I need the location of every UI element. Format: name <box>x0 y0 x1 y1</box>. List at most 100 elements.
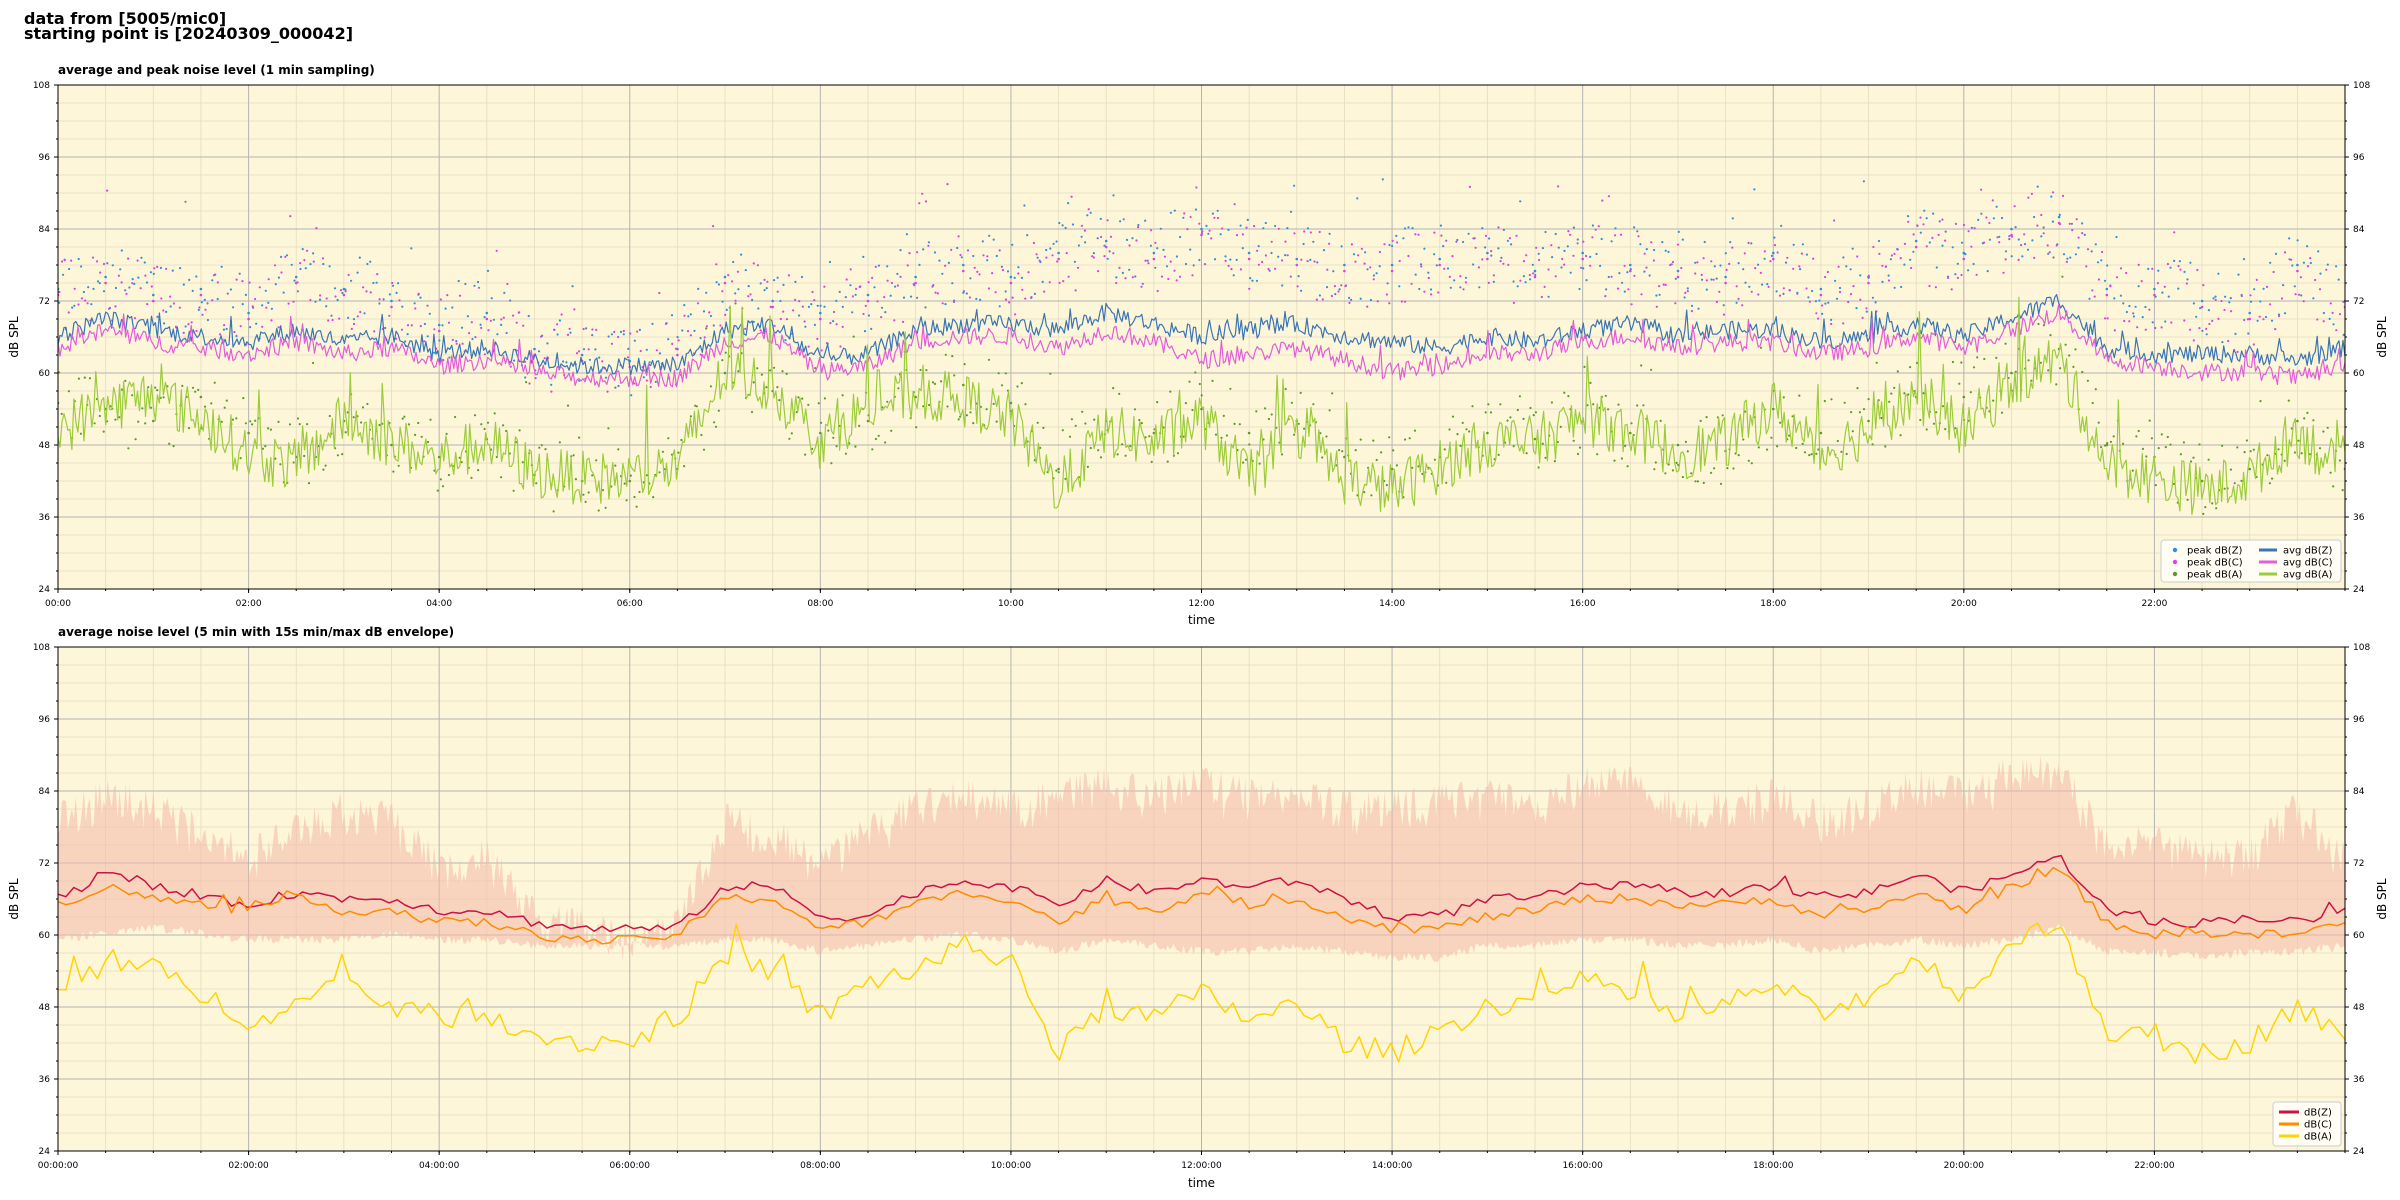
data-point <box>1534 411 1537 414</box>
data-point <box>1103 255 1106 258</box>
data-point <box>2061 275 2064 278</box>
data-point <box>734 299 737 302</box>
data-point <box>2137 285 2140 288</box>
data-point <box>841 394 844 397</box>
data-point <box>700 433 703 437</box>
data-point <box>1907 215 1910 218</box>
data-point <box>765 287 768 290</box>
legend-marker <box>2172 559 2178 565</box>
data-point <box>448 356 451 359</box>
data-point <box>1395 234 1398 237</box>
data-point <box>447 473 450 477</box>
data-point <box>2000 411 2004 414</box>
data-point <box>1502 262 1505 265</box>
data-point <box>963 363 966 366</box>
data-point <box>927 241 931 244</box>
data-point <box>73 304 76 307</box>
data-point <box>1650 241 1653 244</box>
data-point <box>1303 230 1306 233</box>
data-point <box>2031 239 2034 242</box>
data-point <box>723 275 727 279</box>
data-point <box>1391 244 1394 248</box>
data-point <box>1284 387 1287 391</box>
data-point <box>1481 258 1484 261</box>
data-point <box>1286 254 1289 257</box>
data-point <box>1782 287 1785 290</box>
data-point <box>1619 233 1623 236</box>
data-point <box>2229 468 2232 471</box>
y-tick-label: 108 <box>33 643 50 653</box>
data-point <box>2085 265 2088 268</box>
series-line <box>58 866 2345 945</box>
data-point <box>1497 226 1500 229</box>
data-point <box>1264 407 1267 410</box>
data-point <box>127 447 130 450</box>
data-point <box>423 322 426 326</box>
data-point <box>689 334 693 337</box>
data-point <box>2200 305 2204 309</box>
data-point <box>171 269 174 272</box>
data-point <box>1195 186 1198 189</box>
data-point <box>756 264 760 267</box>
data-point <box>1004 290 1007 293</box>
data-point <box>584 500 587 503</box>
data-point <box>968 296 972 299</box>
data-point <box>1616 287 1620 290</box>
data-point <box>1433 458 1436 461</box>
data-point <box>1648 274 1651 277</box>
data-point <box>397 282 400 285</box>
data-point <box>480 326 483 329</box>
data-point <box>206 318 209 322</box>
data-point <box>1468 430 1471 433</box>
data-point <box>1375 458 1378 462</box>
data-point <box>1038 259 1041 262</box>
data-point <box>1140 422 1143 425</box>
data-point <box>1128 244 1131 247</box>
data-point <box>582 493 585 496</box>
data-point <box>2000 216 2004 220</box>
data-point <box>1798 394 1801 397</box>
data-point <box>1020 276 1024 279</box>
data-point <box>1390 263 1394 267</box>
data-point <box>1962 223 1966 227</box>
data-point <box>1277 227 1280 230</box>
data-point <box>2259 300 2262 303</box>
data-point <box>1188 380 1191 383</box>
data-point <box>156 389 159 392</box>
data-point <box>341 291 344 295</box>
legend-label: avg dB(Z) <box>2283 546 2333 557</box>
data-point <box>1456 238 1459 242</box>
data-point <box>1731 246 1734 249</box>
data-point <box>247 431 250 435</box>
data-point <box>2338 459 2341 462</box>
data-point <box>717 409 720 412</box>
data-point <box>1281 284 1284 287</box>
data-point <box>342 293 346 297</box>
y-tick-label-right: 24 <box>2353 585 2365 595</box>
data-point <box>1675 461 1678 464</box>
data-point <box>1378 265 1381 268</box>
data-point <box>2199 307 2202 310</box>
data-point <box>1719 482 1723 485</box>
data-point <box>893 319 896 322</box>
data-point <box>63 259 66 262</box>
data-point <box>1856 255 1859 258</box>
data-point <box>363 312 366 315</box>
data-point <box>607 427 610 430</box>
data-point <box>607 335 610 338</box>
data-point <box>2228 301 2231 304</box>
data-point <box>2081 222 2084 225</box>
data-point <box>2093 295 2096 298</box>
data-point <box>2297 439 2300 442</box>
data-point <box>1334 293 1337 296</box>
data-point <box>436 489 439 492</box>
data-point <box>1009 275 1013 279</box>
data-point <box>334 295 337 298</box>
data-point <box>1258 462 1261 465</box>
data-point <box>213 381 216 384</box>
data-point <box>1049 247 1052 250</box>
data-point <box>1502 228 1505 231</box>
data-point <box>1086 465 1089 468</box>
data-point <box>2240 294 2243 298</box>
